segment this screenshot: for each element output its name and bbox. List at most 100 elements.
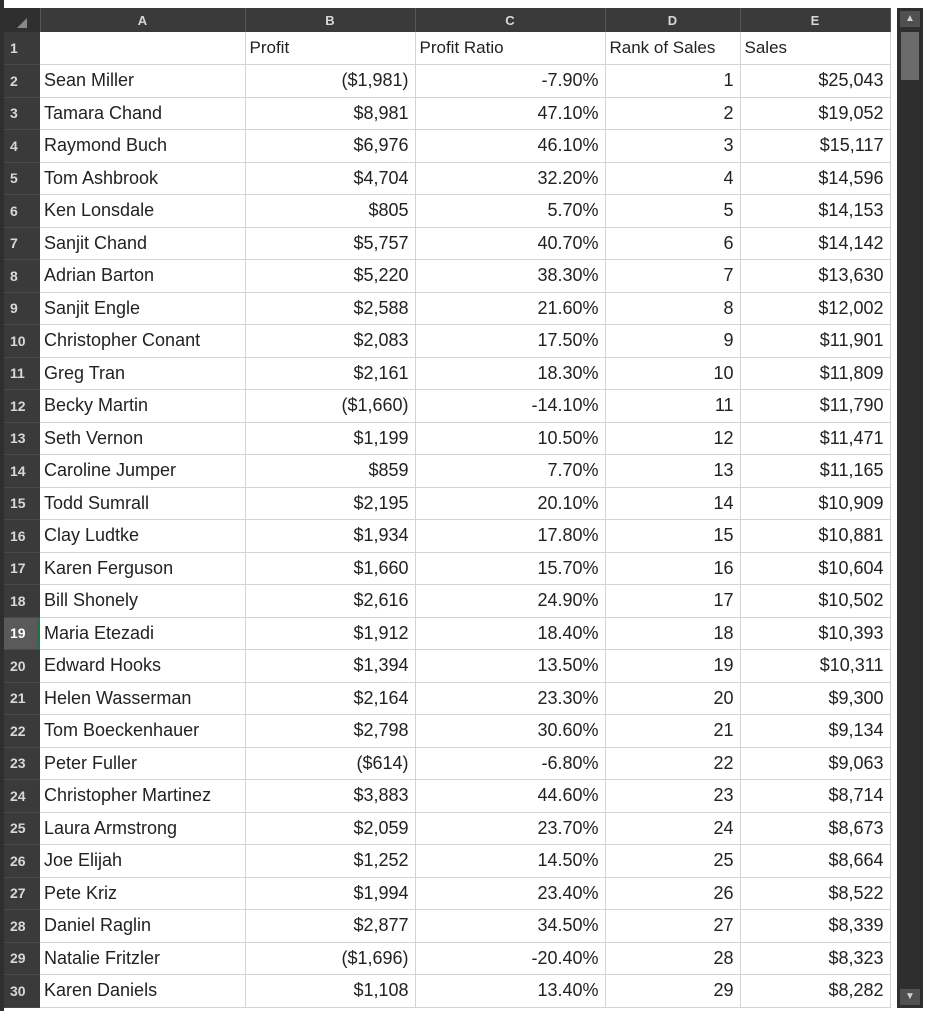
cell-rank[interactable]: 22: [605, 747, 741, 780]
row-header[interactable]: 26: [4, 844, 40, 878]
cell-sales[interactable]: $15,117: [740, 129, 891, 163]
cell[interactable]: [40, 32, 246, 65]
cell-profit[interactable]: $8,981: [245, 97, 416, 130]
cell-rank[interactable]: 11: [605, 389, 741, 423]
cell-sales[interactable]: $12,002: [740, 292, 891, 325]
cell-name[interactable]: Christopher Martinez: [40, 779, 246, 813]
cell-profit-ratio[interactable]: 13.40%: [415, 974, 606, 1008]
cell-rank[interactable]: 13: [605, 454, 741, 488]
row-header[interactable]: 8: [4, 259, 40, 293]
row-header[interactable]: 3: [4, 97, 40, 130]
cell-name[interactable]: Greg Tran: [40, 357, 246, 390]
row-header[interactable]: 5: [4, 162, 40, 195]
row-header[interactable]: 18: [4, 584, 40, 618]
row-header[interactable]: 29: [4, 942, 40, 975]
cell-sales[interactable]: $8,282: [740, 974, 891, 1008]
cell-rank[interactable]: 16: [605, 552, 741, 585]
cell-name[interactable]: Caroline Jumper: [40, 454, 246, 488]
scroll-up-button[interactable]: ▲: [900, 11, 920, 27]
cell-rank[interactable]: 7: [605, 259, 741, 293]
scroll-down-button[interactable]: ▼: [900, 989, 920, 1005]
row-header[interactable]: 25: [4, 812, 40, 845]
cell-rank[interactable]: 23: [605, 779, 741, 813]
cell-name[interactable]: Tom Ashbrook: [40, 162, 246, 195]
cell-sales[interactable]: $11,809: [740, 357, 891, 390]
row-header[interactable]: 27: [4, 877, 40, 910]
cell-profit[interactable]: $5,757: [245, 227, 416, 260]
cell-profit-ratio[interactable]: 7.70%: [415, 454, 606, 488]
cell-rank[interactable]: 12: [605, 422, 741, 455]
cell-profit-ratio[interactable]: 34.50%: [415, 909, 606, 943]
cell-profit-ratio[interactable]: 24.90%: [415, 584, 606, 618]
cell-name[interactable]: Adrian Barton: [40, 259, 246, 293]
cell-name[interactable]: Pete Kriz: [40, 877, 246, 910]
cell-sales[interactable]: $19,052: [740, 97, 891, 130]
cell-profit-ratio[interactable]: 10.50%: [415, 422, 606, 455]
row-header[interactable]: 2: [4, 64, 40, 98]
row-header[interactable]: 6: [4, 194, 40, 228]
cell-profit-ratio[interactable]: 40.70%: [415, 227, 606, 260]
row-header[interactable]: 24: [4, 779, 40, 813]
cell-profit-ratio[interactable]: 46.10%: [415, 129, 606, 163]
cell-profit[interactable]: $805: [245, 194, 416, 228]
cell-sales[interactable]: $11,901: [740, 324, 891, 358]
cell-profit-ratio[interactable]: 18.30%: [415, 357, 606, 390]
cell-profit[interactable]: ($1,981): [245, 64, 416, 98]
cell-sales[interactable]: $9,063: [740, 747, 891, 780]
cell-name[interactable]: Tom Boeckenhauer: [40, 714, 246, 748]
row-header[interactable]: 14: [4, 454, 40, 488]
cell-sales[interactable]: $10,393: [740, 617, 891, 650]
cell-profit[interactable]: $1,252: [245, 844, 416, 878]
cell-name[interactable]: Peter Fuller: [40, 747, 246, 780]
cell-profit[interactable]: $1,660: [245, 552, 416, 585]
cell-name[interactable]: Todd Sumrall: [40, 487, 246, 520]
cell-profit-ratio[interactable]: 5.70%: [415, 194, 606, 228]
cell-profit[interactable]: $6,976: [245, 129, 416, 163]
row-header[interactable]: 21: [4, 682, 40, 715]
cell-name[interactable]: Sanjit Chand: [40, 227, 246, 260]
cell-name[interactable]: Clay Ludtke: [40, 519, 246, 553]
cell-name[interactable]: Seth Vernon: [40, 422, 246, 455]
row-header[interactable]: 30: [4, 974, 40, 1008]
cell-sales[interactable]: $9,134: [740, 714, 891, 748]
cell-name[interactable]: Helen Wasserman: [40, 682, 246, 715]
row-header[interactable]: 12: [4, 389, 40, 423]
cell-profit[interactable]: $1,108: [245, 974, 416, 1008]
cell-name[interactable]: Tamara Chand: [40, 97, 246, 130]
cell-profit-ratio[interactable]: -7.90%: [415, 64, 606, 98]
cell-profit-ratio[interactable]: 15.70%: [415, 552, 606, 585]
cell-rank[interactable]: 20: [605, 682, 741, 715]
cell-rank[interactable]: 9: [605, 324, 741, 358]
cell-sales[interactable]: $10,311: [740, 649, 891, 683]
cell-name[interactable]: Edward Hooks: [40, 649, 246, 683]
cell-rank[interactable]: 29: [605, 974, 741, 1008]
row-header[interactable]: 7: [4, 227, 40, 260]
column-header-d[interactable]: D: [605, 8, 741, 32]
cell-rank[interactable]: 19: [605, 649, 741, 683]
cell-name[interactable]: Bill Shonely: [40, 584, 246, 618]
cell-rank[interactable]: 28: [605, 942, 741, 975]
cell-profit-ratio[interactable]: 47.10%: [415, 97, 606, 130]
cell-name[interactable]: Karen Ferguson: [40, 552, 246, 585]
row-header[interactable]: 11: [4, 357, 40, 390]
scroll-thumb[interactable]: [901, 32, 919, 80]
cell[interactable]: Profit: [245, 32, 416, 65]
cell-rank[interactable]: 1: [605, 64, 741, 98]
cell-profit-ratio[interactable]: 18.40%: [415, 617, 606, 650]
cell-name[interactable]: Christopher Conant: [40, 324, 246, 358]
cell-rank[interactable]: 25: [605, 844, 741, 878]
cell-sales[interactable]: $13,630: [740, 259, 891, 293]
cell-profit-ratio[interactable]: 23.40%: [415, 877, 606, 910]
cell-profit[interactable]: $5,220: [245, 259, 416, 293]
cell-profit[interactable]: $859: [245, 454, 416, 488]
row-header[interactable]: 23: [4, 747, 40, 780]
cell-sales[interactable]: $8,714: [740, 779, 891, 813]
cell-name[interactable]: Maria Etezadi: [40, 617, 246, 650]
cell-profit[interactable]: $1,394: [245, 649, 416, 683]
cell-sales[interactable]: $10,909: [740, 487, 891, 520]
cell-profit[interactable]: ($614): [245, 747, 416, 780]
cell-profit-ratio[interactable]: 38.30%: [415, 259, 606, 293]
cell-rank[interactable]: 3: [605, 129, 741, 163]
cell-profit-ratio[interactable]: -14.10%: [415, 389, 606, 423]
cell-name[interactable]: Ken Lonsdale: [40, 194, 246, 228]
